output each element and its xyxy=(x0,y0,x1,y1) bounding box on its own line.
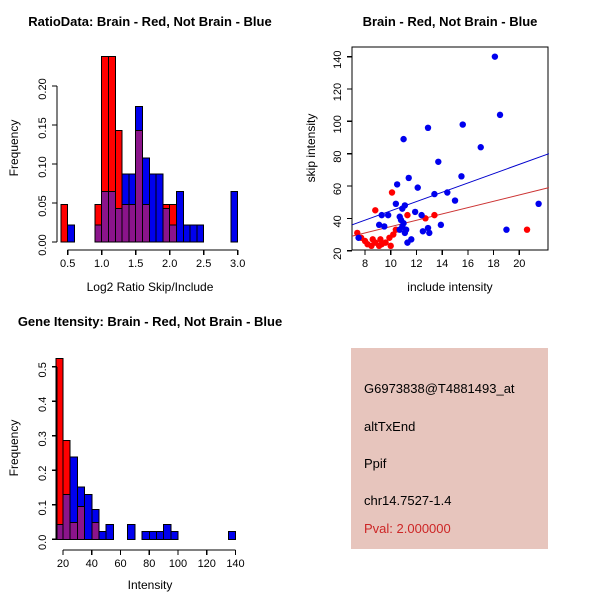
svg-text:14: 14 xyxy=(436,258,448,270)
gene-histogram-title: Gene Itensity: Brain - Red, Not Brain - … xyxy=(17,314,283,329)
svg-text:140: 140 xyxy=(226,558,244,570)
svg-text:2.5: 2.5 xyxy=(196,258,211,270)
svg-text:0.0: 0.0 xyxy=(37,535,49,550)
svg-text:0.5: 0.5 xyxy=(37,362,49,377)
svg-text:0.15: 0.15 xyxy=(37,117,49,138)
info-box: G6973838@T4881493_at altTxEnd Ppif chr14… xyxy=(351,348,548,549)
scatter-plot: 8 10 12 14 16 18 20 20 40 60 80 100 120 140 xyxy=(332,46,550,270)
probe-id-text: G6973838@T4881493_at xyxy=(364,381,515,396)
panel-info: G6973838@T4881493_at altTxEnd Ppif chr14… xyxy=(300,300,600,600)
svg-text:40: 40 xyxy=(86,558,98,570)
svg-text:0.1: 0.1 xyxy=(37,500,49,515)
panel-gene-intensity-histogram: Gene Itensity: Brain - Red, Not Brain - … xyxy=(0,300,300,600)
gene-name-text: Ppif xyxy=(364,456,387,471)
svg-text:80: 80 xyxy=(143,558,155,570)
ratio-histogram-title: RatioData: Brain - Red, Not Brain - Blue xyxy=(28,14,272,29)
panel-ratio-histogram: RatioData: Brain - Red, Not Brain - Blue… xyxy=(0,0,300,300)
svg-text:40: 40 xyxy=(332,215,344,227)
svg-text:0.00: 0.00 xyxy=(37,234,49,255)
svg-text:10: 10 xyxy=(385,258,397,270)
svg-text:0.3: 0.3 xyxy=(37,431,49,446)
svg-text:1.0: 1.0 xyxy=(94,258,109,270)
event-type-text: altTxEnd xyxy=(364,419,416,434)
svg-text:2.0: 2.0 xyxy=(162,258,177,270)
svg-text:16: 16 xyxy=(462,258,474,270)
panel-intensity-scatter: Brain - Red, Not Brain - Blue skip inten… xyxy=(300,0,600,300)
svg-text:20: 20 xyxy=(332,248,344,260)
svg-text:60: 60 xyxy=(114,558,126,570)
svg-text:3.0: 3.0 xyxy=(230,258,245,270)
svg-text:12: 12 xyxy=(410,258,422,270)
pval-text: Pval: 2.000000 xyxy=(364,521,451,536)
svg-text:20: 20 xyxy=(513,258,525,270)
svg-text:0.20: 0.20 xyxy=(37,78,49,99)
gene-histogram-plot: 0.0 0.1 0.2 0.3 0.4 0.5 20 40 60 80 100 120 140 xyxy=(37,358,245,570)
svg-text:0.4: 0.4 xyxy=(37,397,49,412)
svg-text:100: 100 xyxy=(169,558,187,570)
ratio-histogram-plot: 0.00 0.05 0.10 0.15 0.20 0.5 1.0 1.5 2.0 2.5 3.0 xyxy=(37,55,245,270)
svg-text:0.05: 0.05 xyxy=(37,195,49,216)
locus-text: chr14.7527-1.4 xyxy=(364,493,452,508)
svg-text:100: 100 xyxy=(332,115,344,133)
svg-text:8: 8 xyxy=(362,258,368,270)
scatter-title: Brain - Red, Not Brain - Blue xyxy=(362,14,538,29)
svg-text:0.2: 0.2 xyxy=(37,466,49,481)
svg-text:80: 80 xyxy=(332,151,344,163)
svg-text:20: 20 xyxy=(57,558,69,570)
scatter-xlabel: include intensity xyxy=(407,280,493,294)
svg-text:140: 140 xyxy=(332,50,344,68)
svg-text:1.5: 1.5 xyxy=(128,258,143,270)
svg-text:60: 60 xyxy=(332,183,344,195)
svg-text:0.10: 0.10 xyxy=(37,156,49,177)
svg-text:18: 18 xyxy=(487,258,499,270)
svg-text:120: 120 xyxy=(198,558,216,570)
svg-text:0.5: 0.5 xyxy=(60,258,75,270)
gene-histogram-xlabel: Intensity xyxy=(127,578,173,592)
svg-text:120: 120 xyxy=(332,83,344,101)
ratio-histogram-xlabel: Log2 Ratio Skip/Include xyxy=(86,280,214,294)
